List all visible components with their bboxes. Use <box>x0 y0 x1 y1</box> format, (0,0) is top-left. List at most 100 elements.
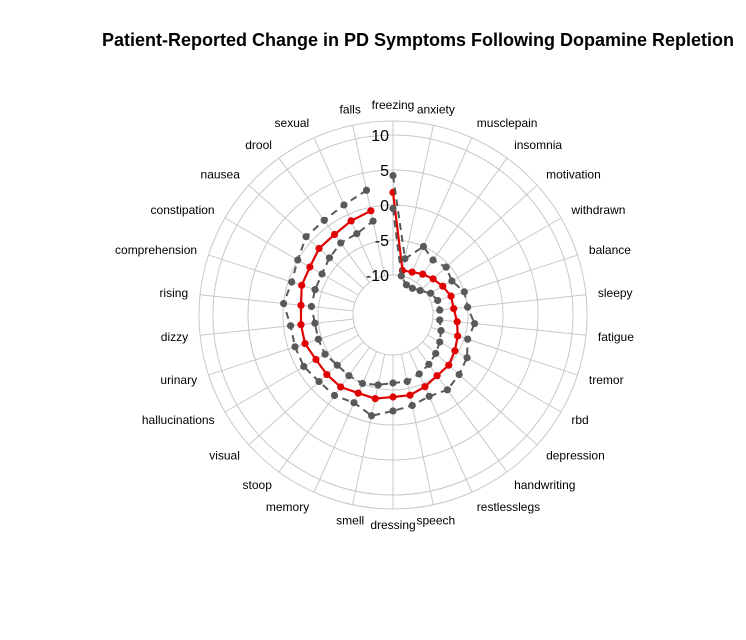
series-2-point-anxiety <box>397 272 405 280</box>
category-label-tremor: tremor <box>589 373 624 387</box>
series-0-point-fatigue <box>453 318 461 326</box>
series-1-point-drool <box>320 216 328 224</box>
series-0-point-restlesslegs <box>421 383 429 391</box>
grid-spoke <box>248 341 364 446</box>
series-1-point-handwriting <box>443 386 451 394</box>
series-0-point-withdrawn <box>439 282 447 290</box>
category-label-musclepain: musclepain <box>477 116 538 130</box>
series-2-point-depression <box>432 349 440 358</box>
category-label-depression: depression <box>546 449 605 463</box>
series-2-point-urinary <box>314 335 322 343</box>
category-label-hallucinations: hallucinations <box>142 413 215 427</box>
grid-ring <box>352 274 434 356</box>
grid-spoke <box>408 137 473 279</box>
series-2-point-speech <box>403 377 411 386</box>
series-1-point-rising <box>280 299 288 308</box>
category-label-handwriting: handwriting <box>514 478 575 492</box>
grid-spoke <box>422 341 538 446</box>
category-label-motivation: motivation <box>546 167 601 181</box>
grid-spoke <box>427 334 562 413</box>
series-2-point-falls <box>369 217 377 225</box>
series-0-point-urinary <box>301 339 309 348</box>
series-1-point-sexual <box>340 201 348 209</box>
series-0-point-tremor <box>454 332 462 340</box>
series-0-point-depression <box>445 361 453 369</box>
series-0-point-stoop <box>337 383 345 391</box>
grid-spoke <box>224 217 359 296</box>
series-0-point-falls <box>367 207 375 215</box>
series-0-point-smell <box>371 395 379 403</box>
series-1-point-nausea <box>302 233 310 241</box>
series-1-point-visual <box>315 377 323 386</box>
category-label-sleepy: sleepy <box>598 286 633 300</box>
series-0-point-hallucinations <box>312 355 320 364</box>
tick-label: 5 <box>380 163 389 180</box>
series-2-point-motivation <box>416 286 424 295</box>
series-0-point-nausea <box>315 244 323 253</box>
series-1-point-depression <box>455 370 463 379</box>
series-1-point-dizzy <box>286 322 295 330</box>
series-0-point-dizzy <box>297 321 305 329</box>
grid-spoke <box>278 347 370 473</box>
series-1-point-memory <box>350 399 358 407</box>
category-label-balance: balance <box>589 243 631 257</box>
series-2-point-sexual <box>353 230 361 238</box>
series-0-point-rbd <box>451 347 459 355</box>
category-label-comprehension: comprehension <box>115 243 197 257</box>
grid-spoke <box>352 125 386 276</box>
series-2-point-handwriting <box>425 360 433 368</box>
category-label-constipation: constipation <box>151 203 215 217</box>
series-2-point-musclepain <box>402 281 411 289</box>
grid-spoke <box>208 254 356 304</box>
category-label-fatigue: fatigue <box>598 330 634 344</box>
tick-label: -10 <box>366 268 389 285</box>
category-label-stoop: stoop <box>243 478 273 492</box>
category-label-falls: falls <box>339 103 360 117</box>
series-0-point-insomnia <box>419 270 427 278</box>
grid-spoke <box>416 347 508 473</box>
tick-label: -5 <box>375 233 389 250</box>
category-label-withdrawn: withdrawn <box>570 203 625 217</box>
category-label-nausea: nausea <box>201 167 241 181</box>
series-2-point-tremor <box>437 327 445 335</box>
series-2-point-insomnia <box>408 284 416 292</box>
series-2-point-dizzy <box>311 319 319 327</box>
grid-spoke <box>430 254 578 304</box>
category-label-freezing: freezing <box>372 98 415 112</box>
series-2-point-hallucinations <box>321 350 329 358</box>
series-2-point-memory <box>358 379 367 388</box>
category-label-speech: speech <box>416 513 455 527</box>
series-0-point-balance <box>447 292 455 300</box>
grid-spoke <box>422 184 538 289</box>
category-label-insomnia: insomnia <box>514 138 562 152</box>
radar-series <box>280 172 479 420</box>
series-2-point-fatigue <box>436 316 444 324</box>
grid-spoke <box>432 294 586 312</box>
series-2-point-balance <box>434 296 442 305</box>
series-0-point-memory <box>354 389 362 397</box>
series-1-point-speech <box>408 401 416 410</box>
chart-title: Patient-Reported Change in PD Symptoms F… <box>101 30 735 50</box>
category-label-drool: drool <box>245 138 272 152</box>
grid-spoke <box>208 326 356 376</box>
series-2-point-smell <box>374 381 382 389</box>
series-1-point-tremor <box>464 335 472 343</box>
series-1-point-sleepy <box>463 303 472 311</box>
series-2-point-sleepy <box>436 306 444 314</box>
grid-spoke <box>200 294 354 312</box>
series-0-point-speech <box>406 391 414 399</box>
grid-spoke <box>416 157 508 283</box>
series-0-point-constipation <box>306 263 314 271</box>
series-2-point-constipation <box>318 270 326 278</box>
series-2-point-rbd <box>436 338 444 346</box>
category-label-rbd: rbd <box>571 413 588 427</box>
series-0-point-motivation <box>429 275 437 283</box>
grid-spoke <box>224 334 359 413</box>
series-0-point-sleepy <box>450 305 458 313</box>
category-label-restlesslegs: restlesslegs <box>477 500 540 514</box>
series-1-point-freezing <box>389 172 397 180</box>
grid-spoke <box>352 354 386 505</box>
series-0-point-sexual <box>347 217 355 225</box>
series-1-point-rbd <box>463 354 471 362</box>
grid-spoke <box>200 318 354 336</box>
